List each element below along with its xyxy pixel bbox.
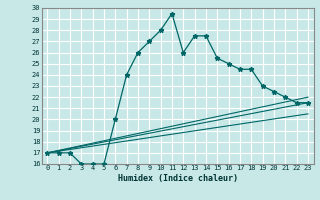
X-axis label: Humidex (Indice chaleur): Humidex (Indice chaleur) [118,174,237,183]
